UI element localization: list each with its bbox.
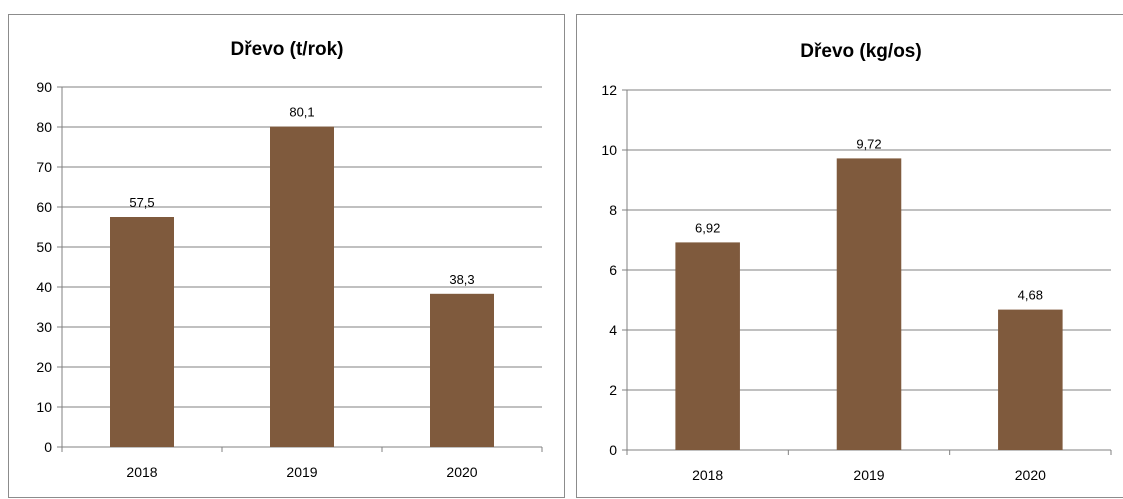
y-tick-label: 80 [36, 119, 52, 135]
y-tick-label: 20 [36, 359, 52, 375]
chart-title: Dřevo (kg/os) [800, 41, 921, 62]
y-tick-label: 6 [609, 262, 617, 278]
x-tick-label: 2018 [126, 464, 157, 480]
bar-2020 [998, 309, 1063, 450]
chart-svg-wood-kg-per-person: Dřevo (kg/os) 0 2 4 6 8 10 12 6,92 2018 9,72 2019 4… [601, 41, 1112, 483]
chart-panel-wood-kg-per-person: Dřevo (kg/os) 0 2 4 6 8 10 12 6,92 2018 9,72 2019 4… [576, 14, 1123, 498]
bar-2018 [675, 242, 740, 450]
data-label: 9,72 [856, 136, 881, 151]
y-tick-label: 50 [36, 239, 52, 255]
y-tick-label: 8 [609, 202, 617, 218]
x-tick-label: 2018 [692, 467, 723, 483]
y-tick-label: 90 [36, 79, 52, 95]
y-tick-label: 4 [609, 322, 617, 338]
x-tick-label: 2019 [853, 467, 884, 483]
y-tick-label: 40 [36, 279, 52, 295]
bar-2018 [110, 217, 174, 447]
x-tick-label: 2020 [1015, 467, 1046, 483]
x-tick-label: 2019 [286, 464, 317, 480]
y-tick-label: 30 [36, 319, 52, 335]
x-tick-label: 2020 [446, 464, 477, 480]
data-label: 57,5 [129, 195, 154, 210]
chart-panel-wood-tonnes: Dřevo (t/rok) 0 10 20 30 40 50 60 70 80 90 57,5 201… [8, 14, 565, 498]
y-tick-label: 10 [36, 399, 52, 415]
bar-2020 [430, 293, 494, 447]
y-tick-label: 0 [609, 442, 617, 458]
data-label: 4,68 [1018, 288, 1043, 303]
y-tick-label: 10 [601, 142, 617, 158]
data-label: 80,1 [289, 105, 314, 120]
y-tick-label: 0 [44, 439, 52, 455]
y-tick-label: 12 [601, 82, 617, 98]
y-tick-label: 70 [36, 159, 52, 175]
data-label: 38,3 [449, 272, 474, 287]
chart-title: Dřevo (t/rok) [231, 39, 344, 60]
bar-2019 [270, 126, 334, 447]
chart-svg-wood-tonnes: Dřevo (t/rok) 0 10 20 30 40 50 60 70 80 90 57,5 201… [36, 39, 543, 480]
bar-2019 [836, 158, 902, 450]
y-tick-label: 2 [609, 382, 617, 398]
data-label: 6,92 [695, 220, 720, 235]
y-tick-label: 60 [36, 199, 52, 215]
